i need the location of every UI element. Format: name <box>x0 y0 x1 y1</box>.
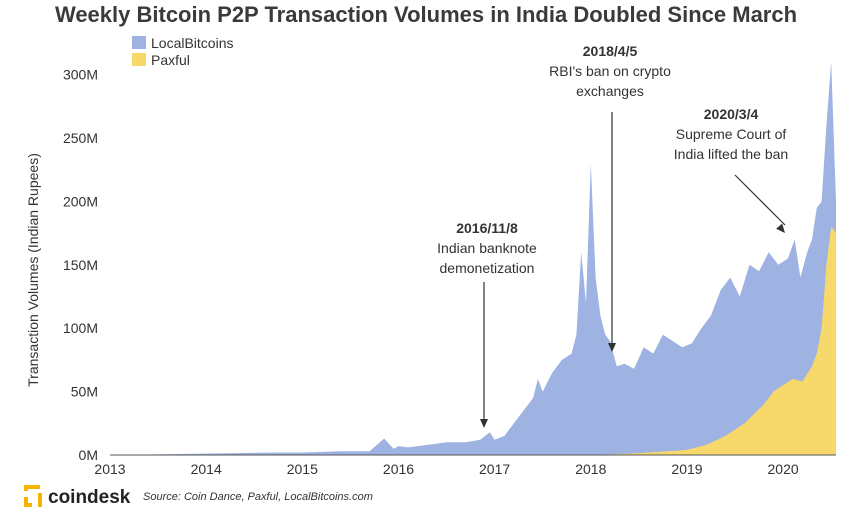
legend-label-paxful: Paxful <box>151 52 190 68</box>
x-tick-label: 2016 <box>383 461 414 477</box>
x-tick-label: 2018 <box>575 461 606 477</box>
annotation-date: 2020/3/4 <box>704 106 759 122</box>
x-tick-label: 2015 <box>287 461 318 477</box>
y-tick-label: 250M <box>63 130 98 146</box>
y-tick-label: 100M <box>63 320 98 336</box>
annotation: 2016/11/8 Indian banknote demonetization <box>437 220 537 428</box>
y-axis-label: Transaction Volumes (Indian Rupees) <box>25 153 41 387</box>
series-area-paxful <box>110 226 836 455</box>
annotation-text: Indian banknote <box>437 240 537 256</box>
annotation-date: 2018/4/5 <box>583 43 638 59</box>
annotation-arrow-line <box>734 174 786 226</box>
annotation-arrowhead <box>776 223 785 233</box>
annotation-text: India lifted the ban <box>674 146 788 162</box>
legend-swatch-localbitcoins <box>132 36 146 49</box>
annotation-text: Supreme Court of <box>676 126 787 142</box>
legend-swatch-paxful <box>132 53 146 66</box>
y-tick-label: 150M <box>63 257 98 273</box>
x-tick-label: 2020 <box>768 461 799 477</box>
chart-title: Weekly Bitcoin P2P Transaction Volumes i… <box>55 2 797 27</box>
legend: LocalBitcoins Paxful <box>132 35 234 68</box>
brand-name: coindesk <box>48 487 131 508</box>
axis-layer: 0M 50M 100M 150M 200M 250M 300M 2013 2014 2015 201… <box>63 67 836 477</box>
y-tick-label: 50M <box>71 384 98 400</box>
annotation-date: 2016/11/8 <box>456 220 518 236</box>
y-tick-label: 200M <box>63 194 98 210</box>
source-note: Source: Coin Dance, Paxful, LocalBitcoin… <box>143 491 373 503</box>
annotation-arrowhead <box>480 419 488 428</box>
legend-label-localbitcoins: LocalBitcoins <box>151 35 234 51</box>
series-area-localbitcoins <box>110 62 836 455</box>
x-tick-label: 2017 <box>479 461 510 477</box>
annotation-text: RBI's ban on crypto <box>549 63 671 79</box>
y-tick-label: 300M <box>63 67 98 83</box>
x-tick-label: 2014 <box>191 461 222 477</box>
x-tick-label: 2013 <box>94 461 125 477</box>
y-tick-label: 0M <box>79 447 98 463</box>
coindesk-logo: coindesk <box>24 485 131 508</box>
annotation-text: demonetization <box>440 260 535 276</box>
annotation: 2020/3/4 Supreme Court of India lifted the… <box>674 106 788 233</box>
x-tick-label: 2019 <box>671 461 702 477</box>
annotation: 2018/4/5 RBI's ban on crypto exchanges <box>549 43 671 352</box>
annotation-arrowhead <box>608 343 616 352</box>
coindesk-mark-icon <box>24 485 42 507</box>
annotation-text: exchanges <box>576 83 644 99</box>
area-layer <box>110 62 836 455</box>
